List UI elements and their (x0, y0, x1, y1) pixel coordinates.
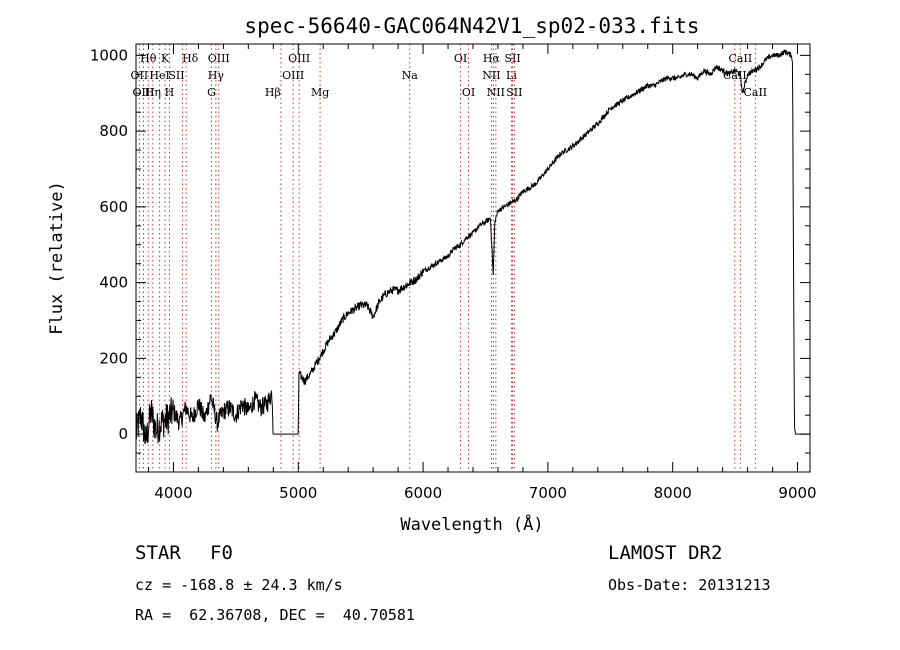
line-label-4: OIII (288, 52, 310, 65)
x-axis-label: Wavelength (Å) (400, 513, 543, 535)
line-label-3: OIII (208, 52, 230, 65)
spectrum-series (135, 49, 810, 445)
y-tick-label: 0 (118, 425, 128, 443)
y-tick-label: 600 (99, 198, 128, 216)
line-label-15: NII (482, 69, 500, 82)
line-label-21: G (207, 86, 216, 99)
line-label-16: Li (506, 69, 517, 82)
x-tick-label: 7000 (529, 484, 567, 502)
line-label-6: Hα (483, 52, 501, 65)
axis-tick-labels: 4000 5000 6000 7000 8000 9000 0 200 400 600 800 100… (90, 46, 817, 502)
line-label-19: Hη (145, 86, 161, 99)
object-class: STAR (135, 542, 181, 564)
line-label-8: CaII (729, 52, 753, 65)
line-label-1: K (161, 52, 170, 65)
chart-title: spec-56640-GAC064N42V1_sp02-033.fits (244, 14, 699, 38)
axis-ticks (136, 44, 810, 473)
line-label-13: OIII (282, 69, 304, 82)
line-label-23: Mg (311, 86, 329, 99)
line-label-11: SII (168, 69, 184, 82)
y-tick-label: 1000 (90, 46, 128, 64)
observation-date: Obs-Date: 20131213 (608, 576, 771, 594)
line-label-18: OIII (132, 86, 154, 99)
x-tick-label: 8000 (654, 484, 692, 502)
line-label-0: Hθ (140, 52, 157, 65)
line-label-7: SII (504, 52, 520, 65)
line-label-22: Hβ (265, 86, 281, 99)
survey-name: LAMOST DR2 (608, 542, 723, 564)
line-label-25: NII (487, 86, 505, 99)
object-subclass: F0 (210, 542, 233, 564)
line-label-10: HeI (149, 69, 169, 82)
coordinates: RA = 62.36708, DEC = 40.70581 (135, 606, 415, 624)
line-label-20: H (165, 86, 175, 99)
line-label-12: Hγ (208, 69, 225, 82)
y-tick-label: 200 (99, 349, 128, 367)
line-label-9: OII (131, 69, 149, 82)
line-label-5: OI (454, 52, 467, 65)
line-label-24: OI (462, 86, 475, 99)
x-tick-label: 4000 (154, 484, 192, 502)
redshift-velocity: cz = -168.8 ± 24.3 km/s (135, 576, 343, 594)
y-axis-label: Flux (relative) (47, 181, 67, 335)
x-tick-label: 9000 (778, 484, 816, 502)
line-label-26: SII (506, 86, 522, 99)
x-tick-label: 5000 (279, 484, 317, 502)
line-label-2: Hδ (182, 52, 199, 65)
y-tick-label: 800 (99, 122, 128, 140)
line-label-27: CaII (743, 86, 767, 99)
x-tick-label: 6000 (404, 484, 442, 502)
y-tick-label: 400 (99, 274, 128, 292)
line-label-14: Na (402, 69, 419, 82)
